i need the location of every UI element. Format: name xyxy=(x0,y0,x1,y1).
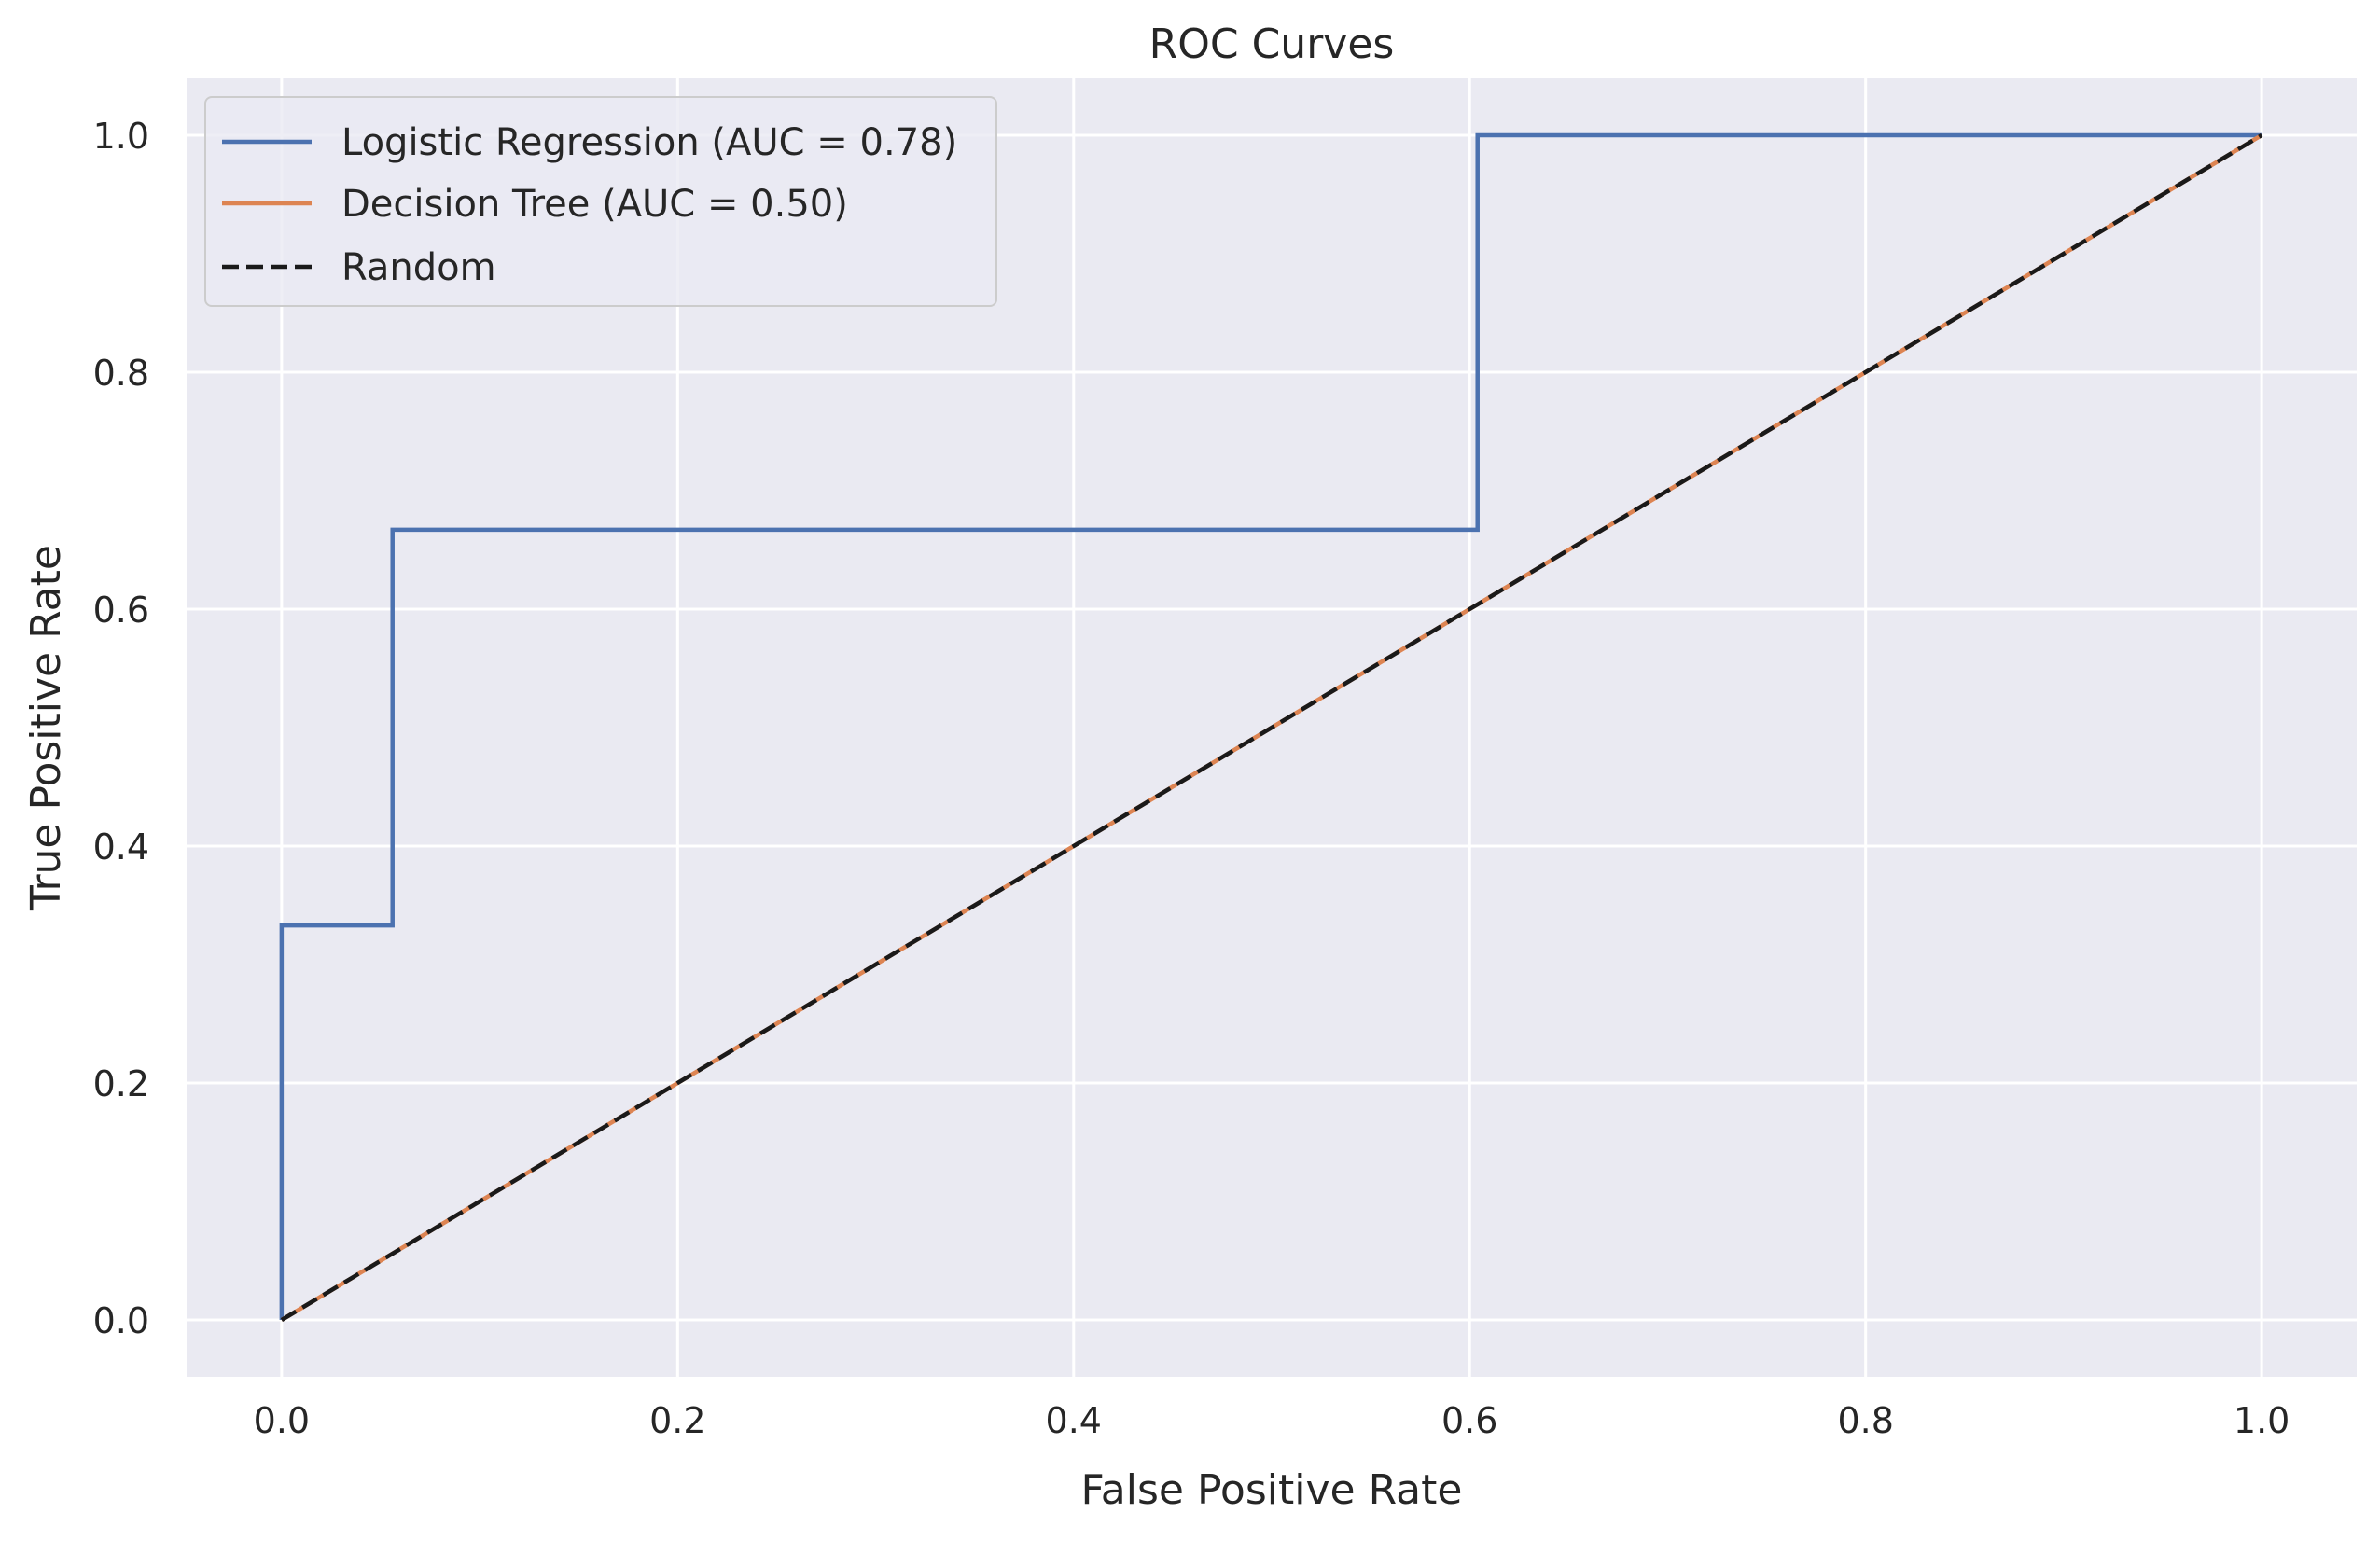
x-axis-label: False Positive Rate xyxy=(1081,1466,1463,1514)
legend-label-random: Random xyxy=(341,246,496,289)
series-line-random xyxy=(280,133,2263,1322)
y-tick-label: 0.4 xyxy=(93,826,149,868)
chart-title: ROC Curves xyxy=(1149,21,1395,68)
y-tick-label: 0.6 xyxy=(93,590,149,631)
y-tick-label: 0.2 xyxy=(93,1063,149,1104)
x-tick-label: 0.8 xyxy=(1837,1400,1893,1441)
tick-labels: 0.0 0.2 0.4 0.6 0.8 1.0 0.0 0.2 0.4 0.6 0.8 1.0 xyxy=(93,116,2290,1441)
y-tick-label: 0.0 xyxy=(93,1300,149,1341)
y-axis-label: True Positive Rate xyxy=(22,545,70,911)
x-tick-label: 0.2 xyxy=(649,1400,705,1441)
series-lines xyxy=(279,132,2263,1322)
series-line-logistic-regression xyxy=(279,132,2262,1321)
x-tick-label: 0.6 xyxy=(1441,1400,1497,1441)
x-tick-label: 0.4 xyxy=(1046,1400,1102,1441)
y-tick-label: 0.8 xyxy=(93,353,149,394)
x-tick-label: 1.0 xyxy=(2234,1400,2290,1441)
legend-label-logistic-regression: Logistic Regression (AUC = 0.78) xyxy=(341,121,957,164)
legend-frame xyxy=(204,96,997,307)
x-tick-label: 0.0 xyxy=(254,1400,310,1441)
y-tick-label: 1.0 xyxy=(93,116,149,157)
legend: Logistic Regression (AUC = 0.78) Decisio… xyxy=(204,96,997,307)
legend-label-decision-tree: Decision Tree (AUC = 0.50) xyxy=(341,183,848,226)
grid-lines xyxy=(187,78,2357,1377)
